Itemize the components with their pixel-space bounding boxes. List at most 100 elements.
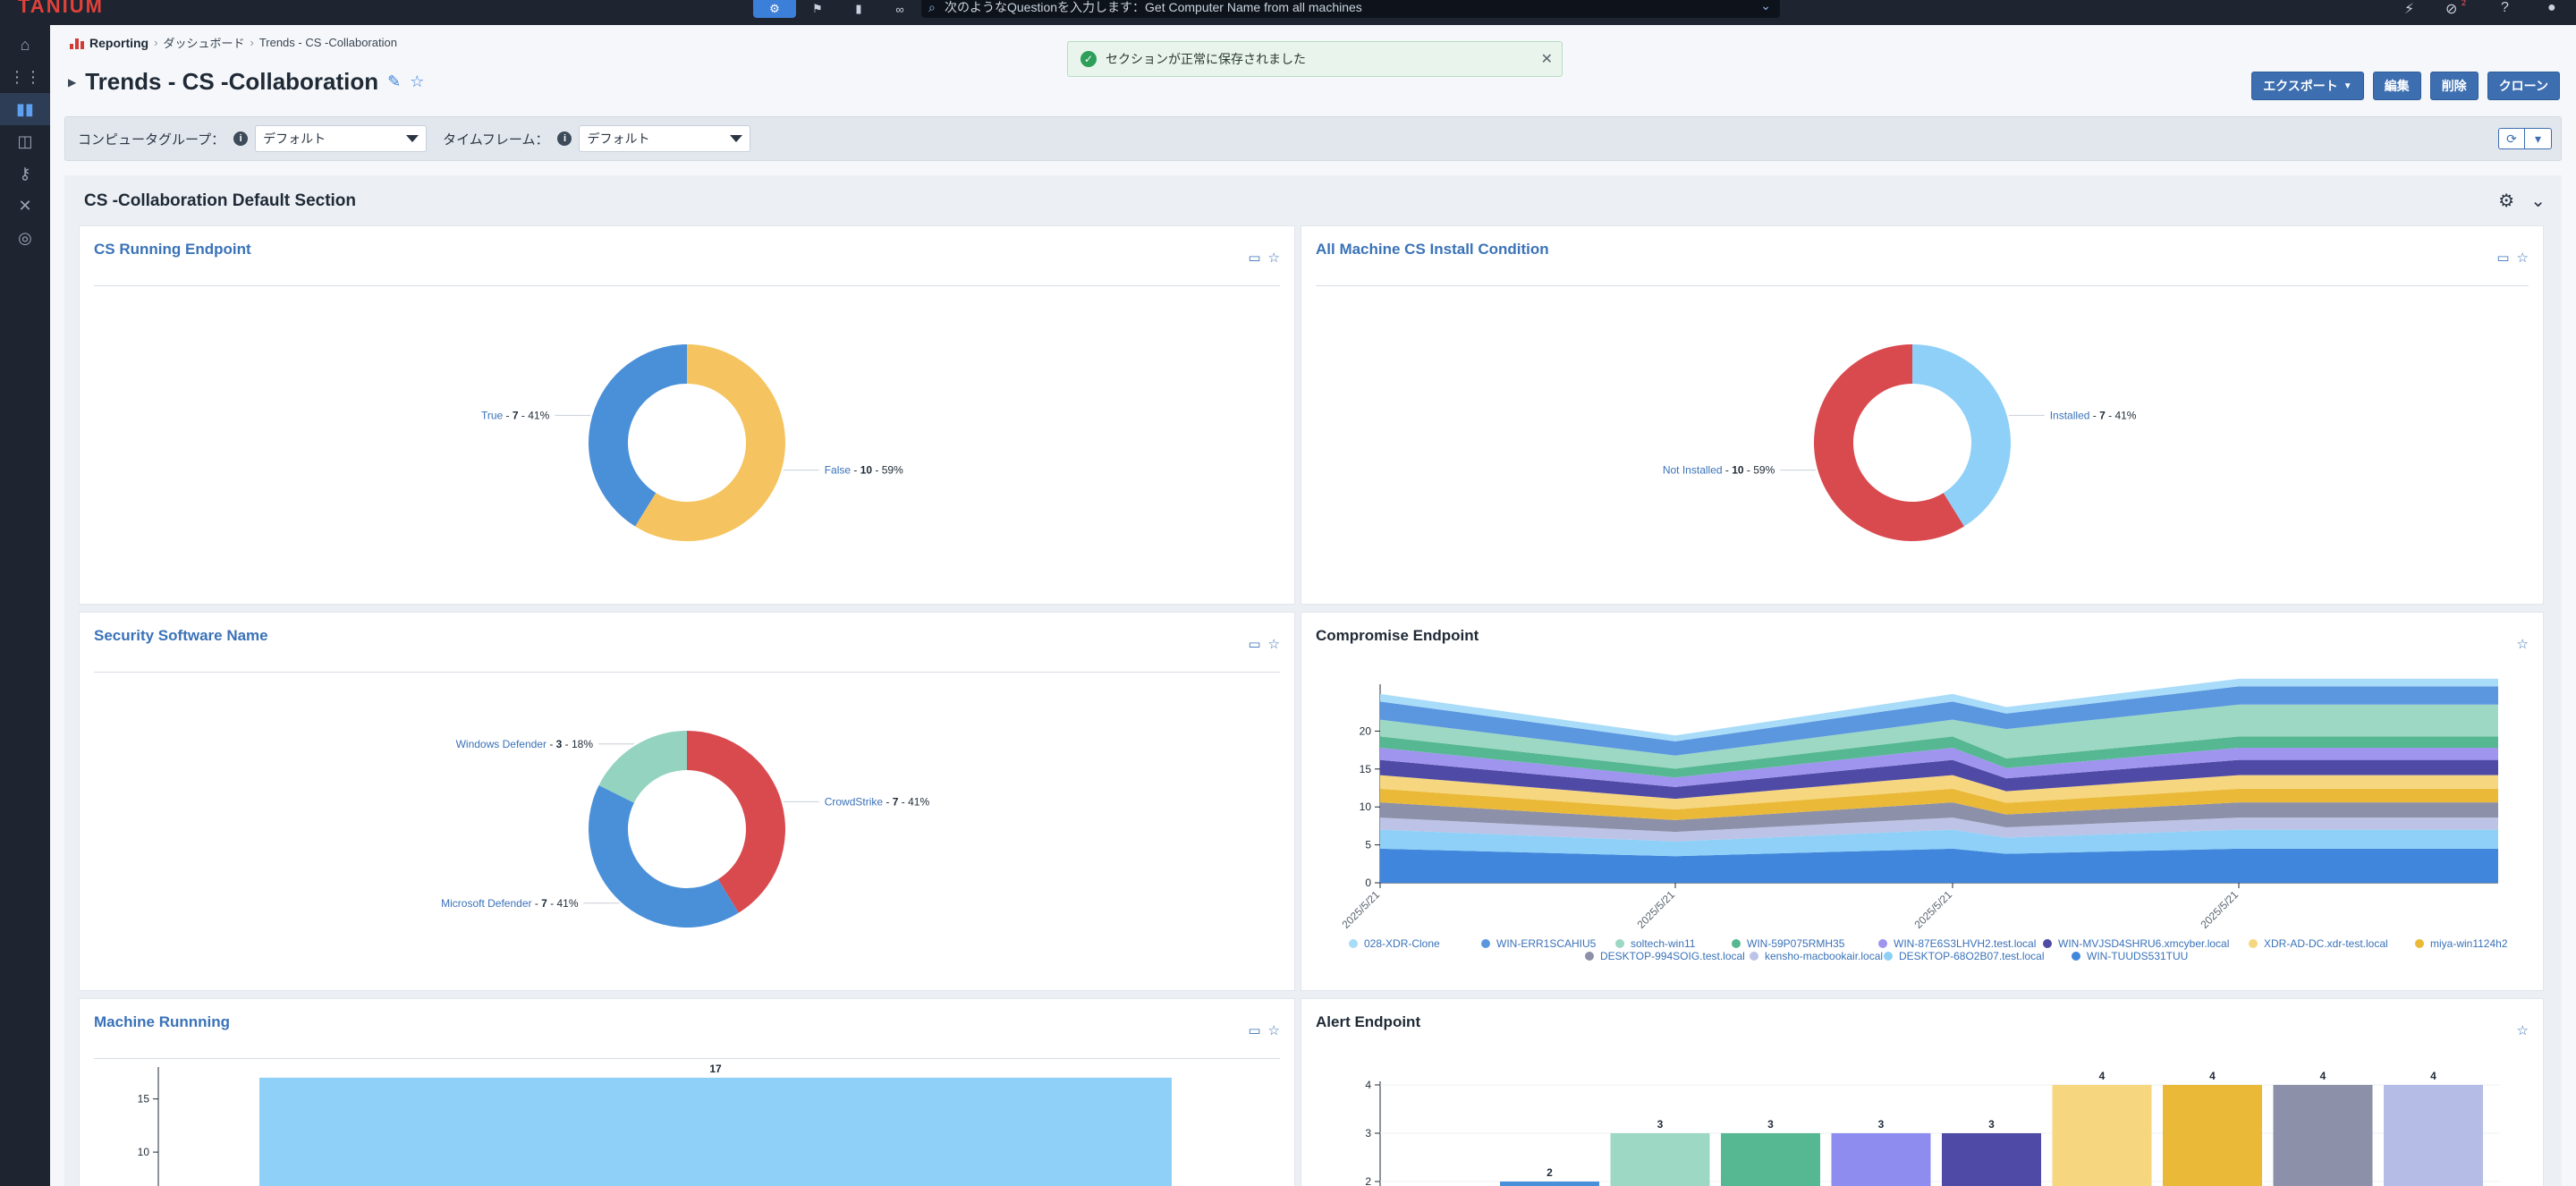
- legend-label[interactable]: WIN-59P075RMH35: [1747, 937, 1845, 950]
- left-nav: ⌂ ⋮⋮ ▮▮ ◫ ⚷ ✕ ◎: [0, 25, 50, 1186]
- pie-slice-not-installed: [1814, 344, 1964, 541]
- settings-gear-icon[interactable]: ⚙: [2498, 191, 2515, 211]
- x-tick-label: 2025/5/21: [1911, 888, 1954, 931]
- chevron-down-icon[interactable]: ⌄: [1760, 0, 1771, 13]
- area-series-5: [1380, 775, 2498, 809]
- section-title: CS -Collaboration Default Section: [84, 191, 357, 210]
- pie-slice-microsoft-defender: [589, 784, 739, 928]
- legend-label[interactable]: soltech-win11: [1631, 937, 1696, 950]
- area-series-10: [1380, 686, 2498, 756]
- bolt-icon[interactable]: ⚡: [2404, 2, 2415, 17]
- tools-icon[interactable]: ✕: [18, 196, 32, 215]
- pie-slice-installed: [1912, 344, 2011, 527]
- monitor-icon[interactable]: ▭: [1248, 250, 1261, 266]
- pie-chart: CrowdStrike - 7 - 41% Microsoft Defender …: [441, 731, 930, 928]
- monitor-icon[interactable]: ▭: [1248, 637, 1261, 652]
- dashboard-section: CS -Collaboration Default Section ⚙ ⌄ CS…: [64, 175, 2562, 1186]
- pie-label: CrowdStrike - 7 - 41%: [825, 795, 930, 808]
- help-icon[interactable]: ?: [2501, 0, 2509, 15]
- bar-value-label: 3: [1988, 1118, 1995, 1131]
- legend-label[interactable]: DESKTOP-68O2B07.test.local: [1899, 950, 2045, 962]
- legend-label[interactable]: miya-win1124h2: [2430, 937, 2508, 950]
- star-icon[interactable]: ☆: [2516, 1023, 2529, 1038]
- close-icon[interactable]: ✕: [1540, 52, 1553, 67]
- timeframe-select[interactable]: デフォルト: [579, 125, 751, 152]
- tanium-logo[interactable]: TANIUM: [18, 0, 104, 17]
- reporting-icon[interactable]: ▮▮: [0, 93, 50, 125]
- card-title[interactable]: Security Software Name: [94, 627, 268, 644]
- card-alert-endpoint: Alert Endpoint ☆ 4 3 2 2 3 3 3 3 4 4 4 4: [1301, 998, 2544, 1186]
- y-tick-label: 0: [1365, 877, 1371, 889]
- user-icon[interactable]: ●: [2547, 0, 2556, 15]
- card-title: Compromise Endpoint: [1316, 627, 1479, 644]
- area-chart: 0 5 10 15 20 2025/5/21 2025/5/21 2025/5/21 2025/…: [1339, 678, 2508, 962]
- bar-value-label: 3: [1878, 1118, 1885, 1131]
- reporting-logo-icon: [70, 37, 84, 49]
- compass-icon[interactable]: ◎: [18, 228, 32, 247]
- legend-label[interactable]: XDR-AD-DC.xdr-test.local: [2264, 937, 2388, 950]
- section-tools: ⚙ ⌄: [2498, 190, 2546, 212]
- refresh-group: ⟳ ▾: [2498, 128, 2552, 149]
- pie-label: True - 7 - 41%: [481, 409, 550, 421]
- legend-label[interactable]: 028-XDR-Clone: [1364, 937, 1440, 950]
- check-circle-icon: ✓: [1080, 51, 1097, 67]
- edit-button[interactable]: 編集: [2372, 72, 2421, 100]
- collapse-chevron-icon[interactable]: ⌄: [2530, 191, 2546, 211]
- modules-icon[interactable]: ◫: [17, 131, 33, 150]
- legend-label[interactable]: WIN-ERR1SCAHIU5: [1496, 937, 1597, 950]
- link-icon[interactable]: ∞: [895, 2, 904, 16]
- bar: [1831, 1133, 1931, 1186]
- pie-label: Installed - 7 - 41%: [2050, 409, 2137, 421]
- legend-label[interactable]: kensho-macbookair.local: [1765, 950, 1883, 962]
- star-icon[interactable]: ☆: [1267, 250, 1280, 266]
- clone-button[interactable]: クローン: [2487, 72, 2560, 100]
- card-icons: ☆: [2517, 1022, 2529, 1038]
- refresh-icon[interactable]: ⟳: [2498, 128, 2525, 149]
- x-tick-label: 2025/5/21: [2198, 888, 2241, 931]
- y-tick-label: 15: [1360, 763, 1372, 775]
- question-search-input[interactable]: ⌕ 次のようなQuestionを入力します：Get Computer Name …: [921, 0, 1780, 18]
- flag-icon[interactable]: ⚑: [812, 2, 823, 15]
- info-icon[interactable]: i: [557, 131, 572, 146]
- area-series-2: [1380, 817, 2498, 842]
- home-icon[interactable]: ⌂: [20, 35, 30, 54]
- area-series-7: [1380, 748, 2498, 787]
- breadcrumb-dashboard[interactable]: ダッシュボード: [163, 37, 245, 50]
- star-icon[interactable]: ☆: [1267, 1023, 1280, 1038]
- legend-label[interactable]: DESKTOP-994SOIG.test.local: [1600, 950, 1745, 962]
- star-icon[interactable]: ☆: [1267, 637, 1280, 652]
- bar-chart-icon[interactable]: ▮: [855, 2, 862, 15]
- card-title[interactable]: All Machine CS Install Condition: [1316, 241, 1549, 258]
- legend-label[interactable]: WIN-TUUDS531TUU: [2087, 950, 2188, 962]
- bar-chart: 4 3 2 2 3 3 3 3 4 4 4 4: [1365, 1070, 2500, 1186]
- legend-label[interactable]: WIN-87E6S3LHVH2.test.local: [1894, 937, 2036, 950]
- star-icon[interactable]: ☆: [2516, 250, 2529, 266]
- edit-pencil-icon[interactable]: ✎: [387, 72, 402, 90]
- bar: [1942, 1133, 2041, 1186]
- breadcrumb-reporting[interactable]: Reporting: [70, 36, 148, 50]
- bar-value-label: 2: [1546, 1166, 1553, 1179]
- card-title: Alert Endpoint: [1316, 1013, 1421, 1030]
- y-tick-label: 4: [1365, 1079, 1371, 1091]
- legend-label[interactable]: WIN-MVJSD4SHRU6.xmcyber.local: [2058, 937, 2229, 950]
- monitor-icon[interactable]: ▭: [1248, 1023, 1261, 1038]
- bar: [2163, 1085, 2262, 1186]
- keys-icon[interactable]: ⚷: [19, 164, 31, 182]
- gear-icon[interactable]: ⚙: [753, 0, 796, 18]
- refresh-options-icon[interactable]: ▾: [2525, 128, 2552, 149]
- success-toast: ✓ セクションが正常に保存されました ✕: [1067, 41, 1563, 77]
- favorite-star-icon[interactable]: ☆: [410, 72, 425, 90]
- delete-button[interactable]: 削除: [2429, 72, 2479, 100]
- computer-group-select[interactable]: デフォルト: [255, 125, 428, 152]
- info-icon[interactable]: i: [233, 131, 249, 146]
- monitor-icon[interactable]: ▭: [2496, 250, 2510, 266]
- apps-grid-icon[interactable]: ⋮⋮: [9, 67, 41, 86]
- card-title[interactable]: Machine Runnning: [94, 1013, 231, 1030]
- notification-count-badge: 2: [2462, 0, 2467, 7]
- card-title[interactable]: CS Running Endpoint: [94, 241, 251, 258]
- caret-right-icon[interactable]: ▶: [68, 75, 77, 89]
- star-icon[interactable]: ☆: [2516, 637, 2529, 652]
- area-series-1: [1380, 829, 2498, 857]
- export-button[interactable]: エクスポート ▼: [2251, 72, 2364, 100]
- notification-icon[interactable]: ⊘: [2445, 2, 2458, 17]
